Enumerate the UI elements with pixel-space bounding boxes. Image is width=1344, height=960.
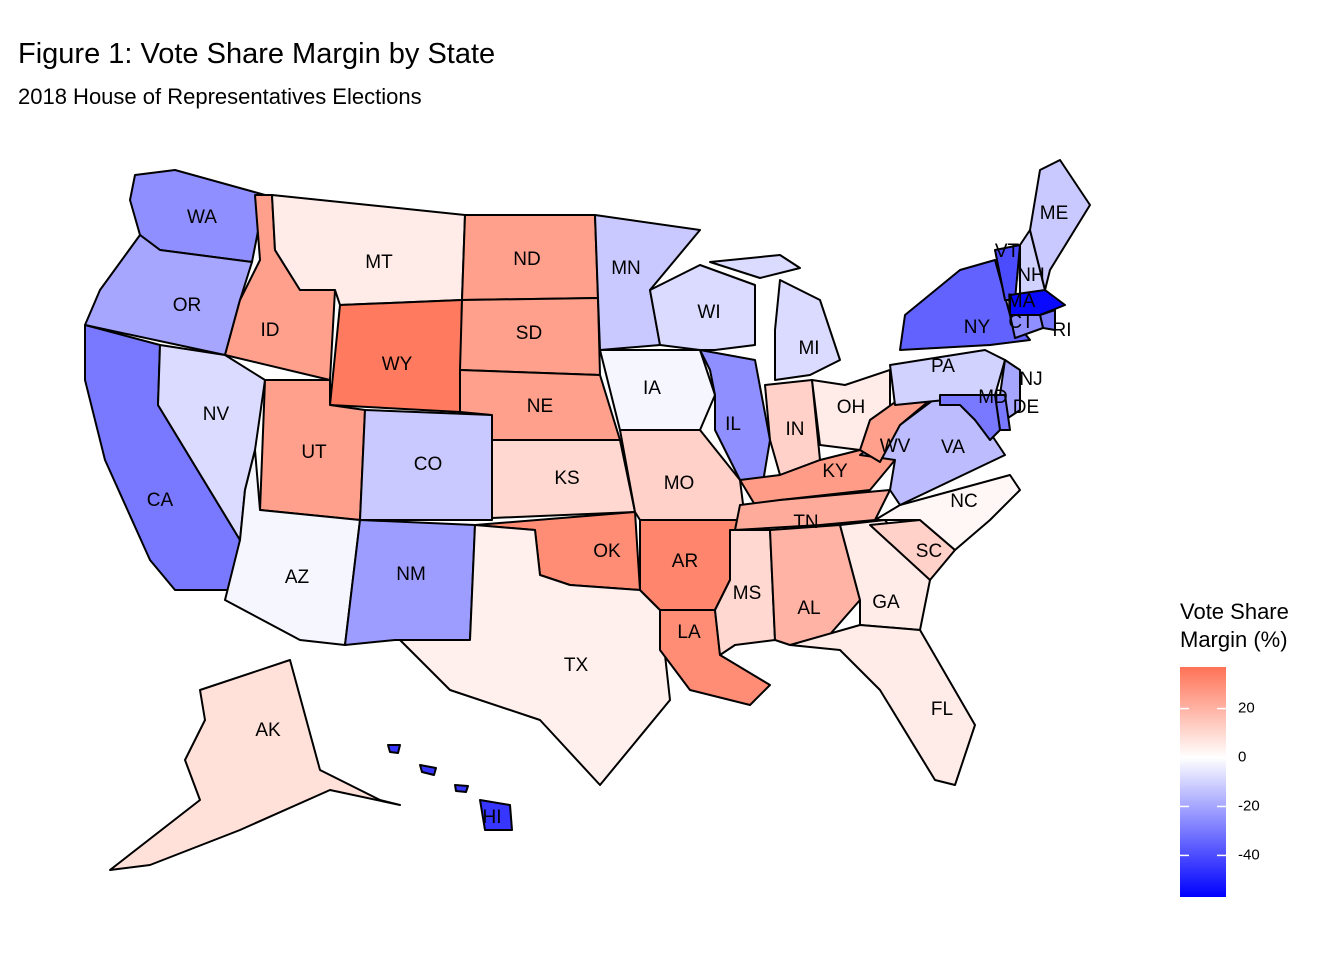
colorbar-tick-label: 0 [1238, 749, 1246, 766]
state-label: NJ [1019, 369, 1042, 390]
state-label: TX [564, 655, 589, 676]
state-label: KS [554, 468, 579, 489]
state-label: CA [147, 490, 174, 511]
state-label: RI [1053, 320, 1072, 341]
state [479, 799, 513, 831]
state [709, 254, 801, 279]
colorbar-tick-label: 20 [1238, 700, 1255, 717]
state-label: ND [513, 249, 540, 270]
state-label: HI [483, 807, 502, 828]
state [399, 524, 671, 786]
state-label: AK [255, 720, 281, 741]
state-label: NC [950, 491, 977, 512]
state-label: IL [725, 414, 741, 435]
state-label: CO [414, 454, 443, 475]
state-label: VT [995, 241, 1020, 262]
state-label: SC [916, 541, 942, 562]
state-label: WY [382, 354, 413, 375]
state [387, 744, 401, 754]
state-label: GA [872, 592, 900, 613]
state-label: LA [677, 622, 701, 643]
state-label: NV [203, 404, 230, 425]
state-label: WV [880, 436, 911, 457]
state-label: FL [931, 699, 953, 720]
state-label: AL [797, 598, 820, 619]
state-label: UT [301, 442, 327, 463]
state [889, 349, 1006, 406]
state-label: KY [822, 461, 848, 482]
state-label: OH [837, 397, 866, 418]
state-label: IN [786, 419, 805, 440]
state-label: TN [793, 512, 818, 533]
state [271, 194, 466, 306]
state [1009, 314, 1044, 339]
state-label: PA [931, 356, 955, 377]
colorbar-tick-label: -40 [1238, 846, 1260, 863]
state-label: ID [261, 320, 280, 341]
state-label: MA [1007, 291, 1036, 312]
colorbar [1180, 667, 1226, 897]
state-label: MN [611, 258, 641, 279]
state [939, 394, 1001, 441]
state-label: NE [527, 396, 553, 417]
state [789, 624, 976, 786]
state-label: NY [964, 317, 991, 338]
state [109, 659, 401, 871]
subtitle: 2018 House of Representatives Elections [18, 84, 422, 109]
state-label: MI [798, 338, 819, 359]
state [774, 279, 841, 381]
state-label: AZ [285, 567, 310, 588]
state-label: IA [643, 378, 661, 399]
state-label: CT [1008, 312, 1034, 333]
state-label: VA [941, 437, 965, 458]
colorbar-tick-label: -20 [1238, 797, 1260, 814]
state-label: OR [173, 295, 202, 316]
state [649, 264, 756, 351]
state [419, 764, 437, 776]
state-label: MD [978, 387, 1008, 408]
state [359, 409, 493, 521]
state-label: MT [365, 252, 393, 273]
state-label: ME [1040, 203, 1069, 224]
state [454, 784, 469, 793]
state-label: AR [672, 551, 698, 572]
state-label: DE [1013, 397, 1039, 418]
state-label: OK [593, 541, 621, 562]
state-label: NH [1017, 265, 1044, 286]
state-label: SD [516, 323, 542, 344]
title: Figure 1: Vote Share Margin by State [18, 38, 496, 70]
state [599, 349, 716, 431]
state [874, 474, 1021, 551]
state-label: MO [664, 473, 695, 494]
legend-title: Vote Share Margin (%) [1180, 599, 1289, 652]
state-label: MS [733, 583, 762, 604]
state-label: WA [187, 207, 217, 228]
state-label: NM [396, 564, 426, 585]
state-label: WI [697, 302, 720, 323]
